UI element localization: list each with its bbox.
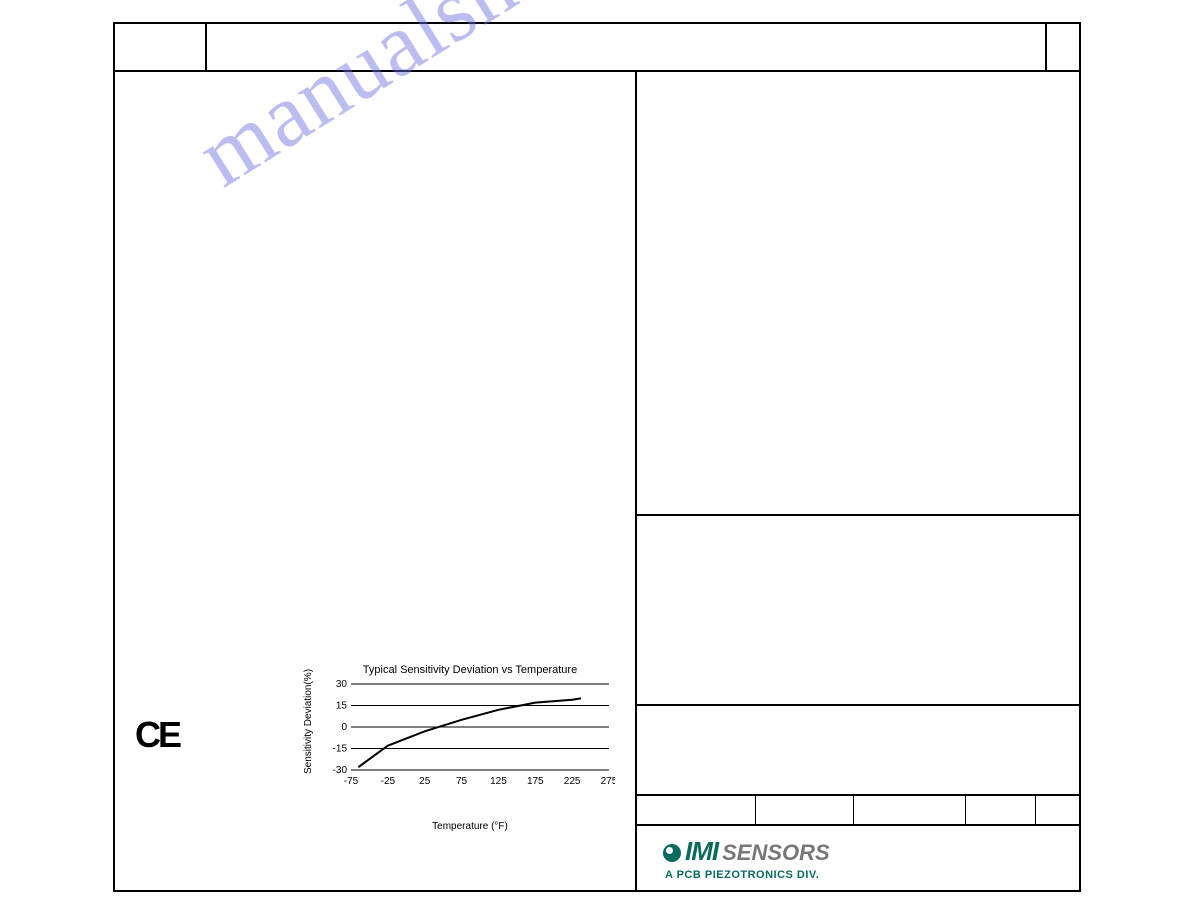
right-section-divider-1 bbox=[635, 514, 1081, 516]
svg-text:-15: -15 bbox=[333, 744, 348, 755]
svg-text:30: 30 bbox=[336, 680, 348, 690]
svg-text:15: 15 bbox=[336, 701, 348, 712]
chart-svg: -30 -15 0 15 30 -75 -25 25 75 125 175 225 275 bbox=[315, 680, 615, 790]
logo-tagline: A PCB PIEZOTRONICS DIV. bbox=[665, 869, 1023, 881]
footer-col-divider-4 bbox=[1035, 794, 1036, 824]
title-notch-right bbox=[1045, 24, 1047, 72]
svg-text:125: 125 bbox=[490, 776, 507, 787]
svg-text:0: 0 bbox=[341, 722, 347, 733]
ce-mark-icon: CE bbox=[135, 714, 179, 756]
chart-title: Typical Sensitivity Deviation vs Tempera… bbox=[315, 664, 625, 676]
logo-bullet-icon bbox=[663, 844, 681, 862]
svg-text:25: 25 bbox=[419, 776, 431, 787]
footer-col-divider-2 bbox=[853, 794, 854, 824]
title-notch-left bbox=[205, 24, 207, 72]
svg-text:75: 75 bbox=[456, 776, 468, 787]
brand-logo: IMI SENSORS A PCB PIEZOTRONICS DIV. bbox=[663, 836, 1023, 881]
svg-text:275: 275 bbox=[601, 776, 615, 787]
title-bar bbox=[115, 24, 1079, 72]
chart-y-label: Sensitivity Deviation(%) bbox=[303, 669, 314, 774]
svg-text:225: 225 bbox=[564, 776, 581, 787]
footer-col-divider-3 bbox=[965, 794, 966, 824]
vertical-divider bbox=[635, 72, 637, 892]
footer-col-divider-1 bbox=[755, 794, 756, 824]
logo-primary-text: IMI bbox=[685, 836, 718, 867]
right-section-divider-4 bbox=[635, 824, 1081, 826]
svg-text:175: 175 bbox=[527, 776, 544, 787]
svg-text:-30: -30 bbox=[333, 765, 348, 776]
sensitivity-chart: Typical Sensitivity Deviation vs Tempera… bbox=[315, 664, 625, 804]
chart-x-label: Temperature (°F) bbox=[315, 821, 625, 832]
right-section-divider-2 bbox=[635, 704, 1081, 706]
svg-text:-75: -75 bbox=[344, 776, 359, 787]
logo-secondary-text: SENSORS bbox=[722, 840, 830, 866]
document-frame: CE Typical Sensitivity Deviation vs Temp… bbox=[113, 22, 1081, 892]
right-section-divider-3 bbox=[635, 794, 1081, 796]
svg-text:-25: -25 bbox=[381, 776, 396, 787]
